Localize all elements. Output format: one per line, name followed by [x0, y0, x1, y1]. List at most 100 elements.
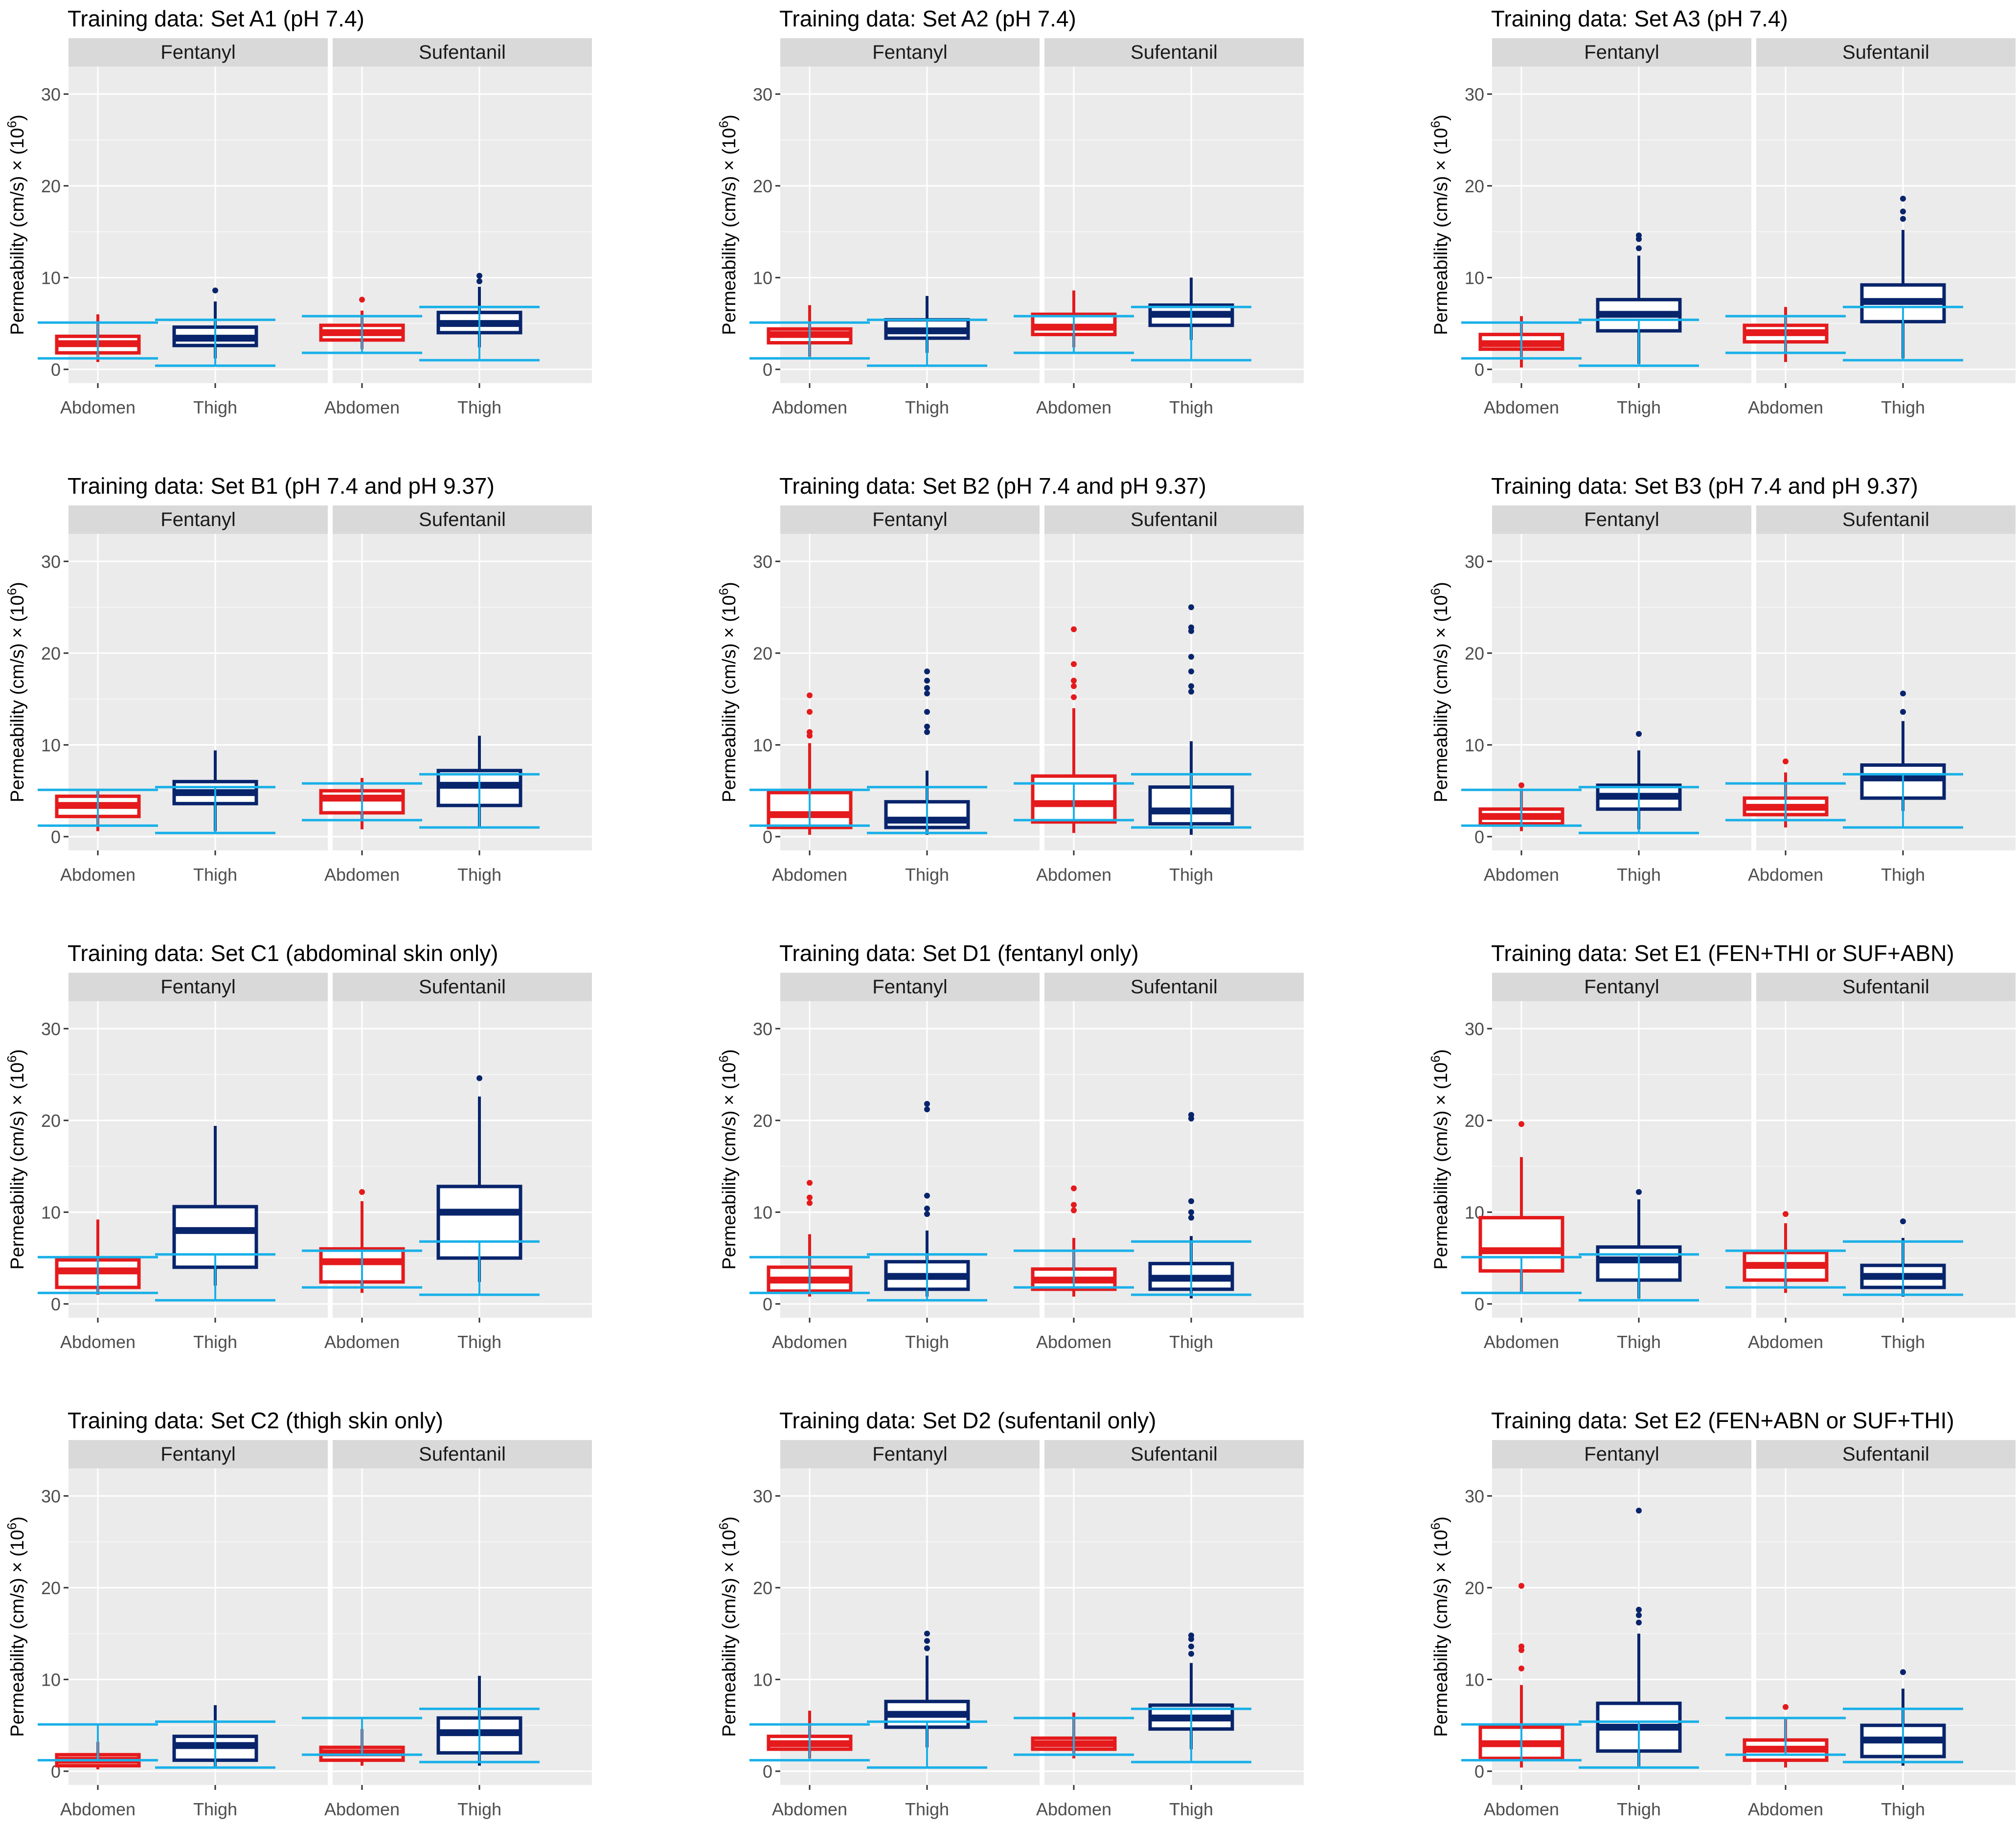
outlier-point	[1071, 1202, 1077, 1208]
x-tick-label: Abdomen	[1484, 397, 1559, 417]
outlier-point	[1900, 216, 1906, 222]
chart-title: Training data: Set A3 (pH 7.4)	[1491, 6, 1788, 31]
facet-strip	[1756, 38, 2016, 67]
x-tick-label: Thigh	[1617, 1799, 1661, 1819]
facet-sufentanil: Sufentanil Abdomen Thigh	[1014, 38, 1304, 417]
y-axis-label: Permeability (cm/s) × (106)	[716, 1516, 740, 1737]
y-tick-label: 0	[763, 1294, 772, 1314]
chart-panel-8: Training data: Set D1 (fentanyl only) Per…	[716, 940, 1304, 1352]
facet-sufentanil: Sufentanil Abdomen Thigh	[1014, 1440, 1304, 1819]
y-tick-label: 30	[1465, 84, 1484, 104]
outlier-point	[1071, 1185, 1077, 1191]
y-tick-label: 0	[51, 827, 61, 847]
facet-fentanyl: Fentanyl Abdomen Thigh	[38, 973, 328, 1352]
facet-sufentanil: Sufentanil Abdomen Thigh	[302, 505, 592, 885]
chart-title: Training data: Set E2 (FEN+ABN or SUF+TH…	[1491, 1408, 1954, 1433]
outlier-point	[1900, 196, 1906, 202]
x-tick-label: Thigh	[1881, 1332, 1925, 1352]
y-tick-label: 30	[1465, 1019, 1484, 1039]
y-tick-label: 0	[1474, 1294, 1484, 1314]
outlier-point	[1900, 1218, 1906, 1225]
y-tick-label: 30	[753, 84, 772, 104]
x-tick-label: Thigh	[193, 865, 237, 885]
outlier-point	[1636, 1620, 1642, 1626]
facet-strip	[68, 973, 328, 1001]
facet-strip	[780, 505, 1040, 534]
facet-strip	[780, 1440, 1040, 1468]
facet-label: Fentanyl	[1584, 1443, 1659, 1465]
x-tick-label: Thigh	[193, 397, 237, 417]
y-axis-label: Permeability (cm/s) × (106)	[4, 114, 28, 335]
outlier-point	[1188, 624, 1194, 631]
facet-strip	[1756, 505, 2016, 534]
outlier-point	[1071, 678, 1077, 684]
chart-panel-12: Training data: Set E2 (FEN+ABN or SUF+TH…	[1428, 1408, 2016, 1819]
y-tick-label: 10	[1465, 735, 1484, 755]
x-tick-label: Abdomen	[1484, 1332, 1559, 1352]
facet-strip	[780, 973, 1040, 1001]
outlier-point	[1071, 661, 1077, 667]
outlier-point	[924, 1192, 930, 1199]
facet-label: Sufentanil	[1842, 509, 1929, 530]
x-tick-label: Abdomen	[1748, 397, 1823, 417]
y-tick-label: 10	[41, 1202, 61, 1222]
outlier-point	[924, 1630, 930, 1637]
x-tick-label: Abdomen	[1748, 1332, 1823, 1352]
x-tick-label: Abdomen	[1484, 1799, 1559, 1819]
facet-fentanyl: Fentanyl Abdomen Thigh	[749, 38, 1040, 417]
outlier-point	[1518, 1643, 1524, 1649]
y-axis-label: Permeability (cm/s) × (106)	[1428, 114, 1451, 335]
x-tick-label: Thigh	[193, 1799, 237, 1819]
outlier-point	[1071, 626, 1077, 633]
facet-sufentanil: Sufentanil Abdomen Thigh	[1725, 1440, 2016, 1819]
outlier-point	[1188, 1198, 1194, 1204]
outlier-point	[1188, 1632, 1194, 1639]
outlier-point	[1188, 688, 1194, 695]
x-tick-label: Abdomen	[60, 397, 136, 417]
x-tick-label: Thigh	[1617, 397, 1661, 417]
y-tick-label: 10	[753, 735, 772, 755]
y-tick-label: 10	[753, 268, 772, 288]
facet-fentanyl: Fentanyl Abdomen Thigh	[1461, 973, 1751, 1352]
y-tick-label: 0	[1474, 827, 1484, 847]
facet-label: Sufentanil	[1131, 1443, 1218, 1465]
y-tick-label: 0	[1474, 360, 1484, 380]
facet-fentanyl: Fentanyl Abdomen Thigh	[749, 1440, 1040, 1819]
outlier-point	[359, 1189, 365, 1195]
facet-label: Fentanyl	[872, 42, 947, 63]
facet-label: Fentanyl	[872, 509, 947, 530]
outlier-point	[1636, 245, 1642, 252]
outlier-point	[1900, 690, 1906, 697]
facet-strip	[333, 973, 592, 1001]
facet-label: Sufentanil	[419, 976, 506, 998]
y-tick-label: 30	[41, 1019, 61, 1039]
x-tick-label: Thigh	[457, 1799, 501, 1819]
facet-label: Sufentanil	[1131, 976, 1218, 998]
outlier-point	[924, 1106, 930, 1113]
y-tick-label: 30	[1465, 551, 1484, 572]
outlier-point	[924, 1638, 930, 1644]
outlier-point	[924, 1101, 930, 1107]
y-tick-label: 0	[51, 1294, 61, 1314]
y-axis-label: Permeability (cm/s) × (106)	[4, 1516, 28, 1737]
x-tick-label: Abdomen	[1036, 1332, 1111, 1352]
outlier-point	[924, 723, 930, 730]
y-tick-label: 20	[41, 176, 61, 196]
chart-panel-3: Training data: Set A3 (pH 7.4) Permeabili…	[1428, 6, 2016, 417]
y-tick-label: 10	[41, 735, 61, 755]
y-axis-label: Permeability (cm/s) × (106)	[4, 1049, 28, 1270]
x-tick-label: Abdomen	[324, 865, 400, 885]
x-tick-label: Abdomen	[772, 1332, 847, 1352]
outlier-point	[924, 729, 930, 735]
facet-label: Fentanyl	[1584, 509, 1659, 530]
x-tick-label: Thigh	[905, 1332, 949, 1352]
facet-sufentanil: Sufentanil Abdomen Thigh	[1014, 973, 1304, 1352]
facet-sufentanil: Sufentanil Abdomen Thigh	[1725, 973, 2016, 1352]
y-axis-label: Permeability (cm/s) × (106)	[4, 582, 28, 802]
chart-panel-9: Training data: Set E1 (FEN+THI or SUF+AB…	[1428, 940, 2016, 1352]
x-tick-label: Thigh	[1169, 1332, 1213, 1352]
x-tick-label: Abdomen	[772, 865, 847, 885]
facet-label: Sufentanil	[419, 42, 506, 63]
outlier-point	[1071, 694, 1077, 700]
